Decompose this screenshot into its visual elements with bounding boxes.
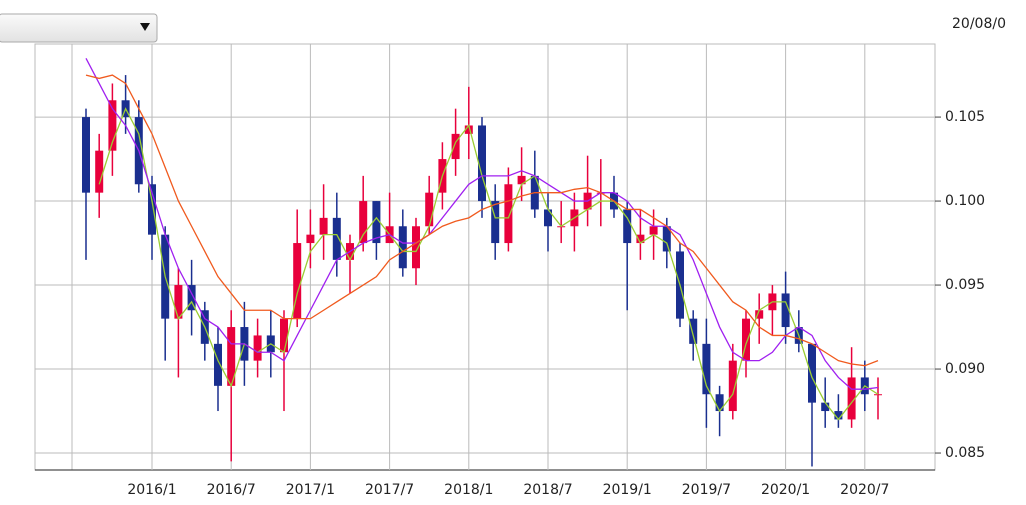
candle-body bbox=[319, 217, 328, 235]
moving-average-line bbox=[98, 107, 879, 421]
candle-body bbox=[874, 394, 882, 396]
candle-body bbox=[306, 234, 315, 244]
candle-body bbox=[689, 318, 698, 344]
candle-body bbox=[544, 209, 552, 227]
header-date: 20/08/0 bbox=[952, 16, 1006, 32]
candle-body bbox=[808, 343, 816, 403]
dropdown-arrow bbox=[140, 23, 150, 31]
x-tick-label: 2019/7 bbox=[682, 482, 731, 498]
x-tick-label: 2019/1 bbox=[603, 482, 652, 498]
y-tick-label: 0.085 bbox=[945, 445, 985, 461]
candle-body bbox=[504, 184, 513, 244]
candle-body bbox=[425, 192, 434, 227]
candle-body bbox=[398, 226, 407, 269]
candle-body bbox=[451, 133, 460, 160]
candle-body bbox=[214, 343, 222, 386]
y-tick-label: 0.095 bbox=[945, 277, 985, 293]
candle-body bbox=[781, 293, 790, 328]
candle-body bbox=[148, 184, 156, 235]
candle-body bbox=[187, 285, 196, 311]
candle-body bbox=[464, 125, 473, 134]
candle-body bbox=[174, 285, 183, 319]
plot-area bbox=[34, 43, 936, 471]
candle-body bbox=[95, 150, 104, 193]
candle-body bbox=[82, 117, 90, 193]
candle-body bbox=[412, 226, 420, 269]
moving-average-line bbox=[85, 74, 879, 367]
candle-body bbox=[821, 402, 830, 412]
candle-body bbox=[649, 226, 658, 235]
x-tick-label: 2020/1 bbox=[761, 482, 810, 498]
x-tick-label: 2016/7 bbox=[207, 482, 256, 498]
candle-body bbox=[834, 411, 843, 420]
y-tick-label: 0.090 bbox=[945, 361, 985, 377]
candle-body bbox=[108, 100, 117, 151]
candle-body bbox=[478, 125, 486, 202]
candle-body bbox=[253, 335, 262, 361]
candle-body bbox=[359, 201, 368, 244]
x-tick-label: 2016/1 bbox=[127, 482, 176, 498]
candle-body bbox=[491, 201, 500, 244]
candle-body bbox=[293, 243, 302, 319]
moving-average-line bbox=[85, 57, 879, 390]
x-tick-label: 2017/7 bbox=[365, 482, 414, 498]
candle-body bbox=[755, 310, 764, 319]
candle-body bbox=[372, 201, 381, 244]
candle-body bbox=[702, 343, 711, 395]
y-tick-label: 0.105 bbox=[945, 109, 985, 125]
x-tick-label: 2017/1 bbox=[286, 482, 335, 498]
candle-body bbox=[636, 234, 645, 244]
x-tick-label: 2018/7 bbox=[523, 482, 572, 498]
candle-body bbox=[623, 209, 632, 244]
x-tick-label: 2020/7 bbox=[840, 482, 889, 498]
y-tick-label: 0.100 bbox=[945, 193, 985, 209]
candle-body bbox=[332, 217, 341, 260]
candle-body bbox=[715, 394, 724, 412]
candle-body bbox=[847, 377, 856, 420]
candle-body bbox=[517, 175, 526, 185]
candle-body bbox=[280, 318, 288, 353]
candle-body bbox=[227, 327, 236, 386]
x-tick-label: 2018/1 bbox=[444, 482, 493, 498]
candle-body bbox=[662, 226, 671, 252]
candle-body bbox=[728, 360, 737, 412]
dropdown[interactable] bbox=[0, 13, 158, 43]
candle-body bbox=[742, 318, 750, 361]
